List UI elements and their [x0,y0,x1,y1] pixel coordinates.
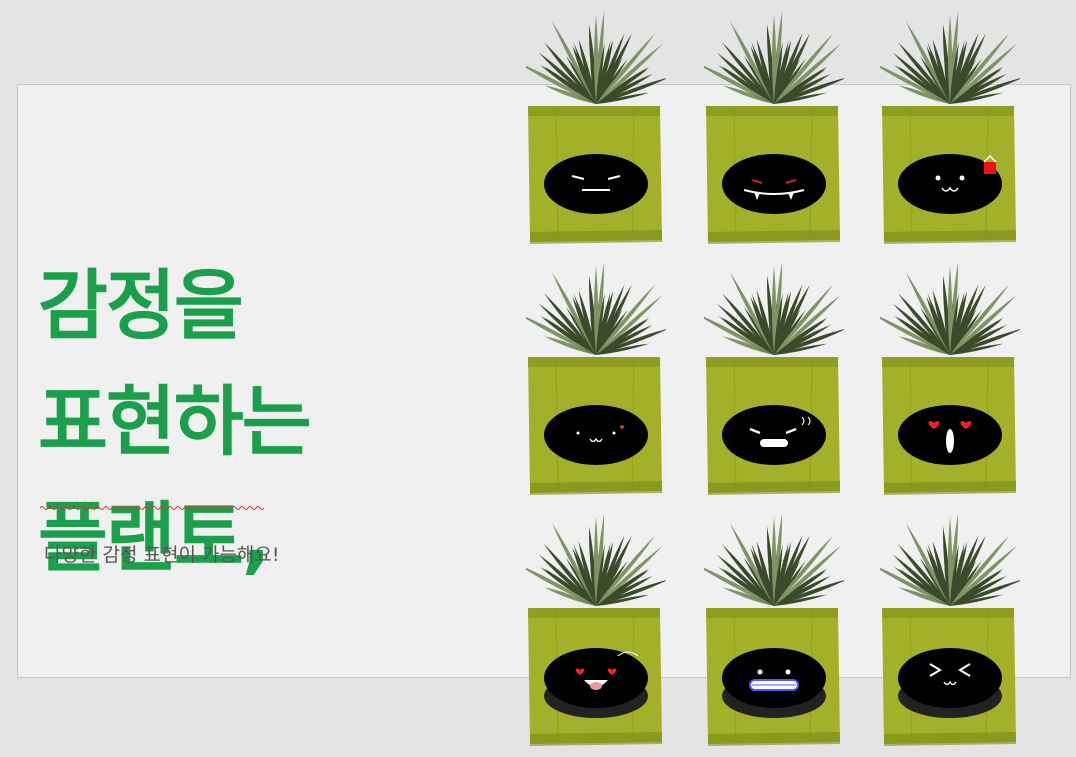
planter-grinning [704,506,844,746]
planter-fanged [704,4,844,244]
planter-image [880,262,1020,495]
face-grinning [722,648,826,708]
face-shy [544,405,648,465]
planter-image [704,262,844,495]
headline-line-2: 표현하는 [38,377,312,466]
face-angry [722,405,826,465]
subtitle: 다양한 감정 표현이 가능해요! [44,544,280,566]
face-fanged [722,154,826,214]
planter-image [880,513,1020,746]
planter-shy [526,255,666,495]
planter-image [880,11,1020,244]
planter-image [526,513,666,746]
face-annoyed [544,154,648,214]
planter-love-surprised [880,255,1020,495]
planter-image [526,11,666,244]
face-flirty [544,648,648,708]
planter-image [704,11,844,244]
planter-embarrassed [880,4,1020,244]
planter-flirty [526,506,666,746]
planter-angry [704,255,844,495]
face-love-surprised [898,405,1002,465]
spellcheck-underline [40,506,265,510]
planter-annoyed [526,4,666,244]
face-embarrassed [898,154,1002,214]
planter-image [526,262,666,495]
planter-squinting [880,506,1020,746]
headline-line-3: 플랜토, [38,493,271,582]
planter-image [704,513,844,746]
headline-line-1: 감정을 [38,261,244,350]
face-squinting [898,648,1002,708]
